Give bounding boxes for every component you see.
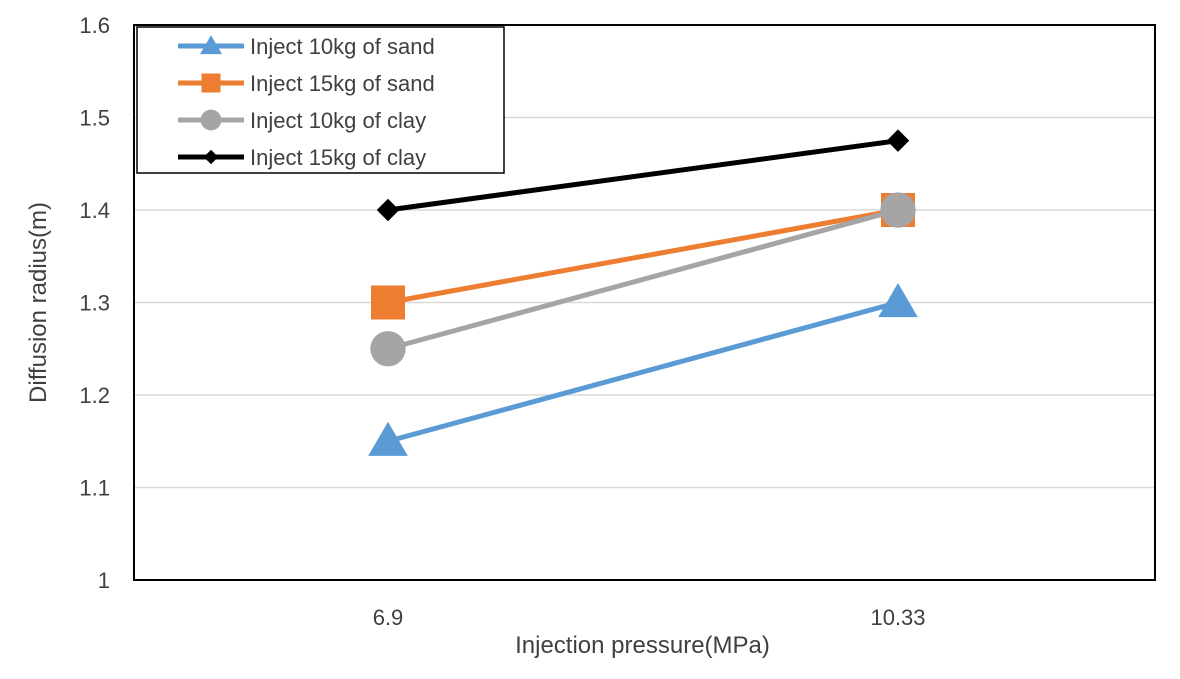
data-point-marker [371, 286, 405, 320]
y-tick-label: 1.2 [79, 383, 110, 408]
data-point-marker [887, 129, 909, 151]
legend-swatch-marker [202, 74, 221, 93]
data-point-marker [377, 199, 399, 221]
series-line-3 [388, 210, 898, 349]
y-tick-label: 1.3 [79, 291, 110, 316]
data-point-marker [370, 331, 405, 366]
legend: Inject 10kg of sand Inject 15kg of sand In… [137, 27, 504, 173]
data-point-marker [880, 192, 915, 227]
legend-entry-label: Inject 10kg of sand [250, 34, 435, 59]
series-lines [388, 141, 898, 442]
y-tick-label: 1 [98, 568, 110, 593]
data-point-marker [878, 283, 918, 317]
y-tick-label: 1.5 [79, 106, 110, 131]
y-tick-label: 1.1 [79, 476, 110, 501]
series-line-1 [388, 303, 898, 442]
y-tick-label: 1.6 [79, 13, 110, 38]
legend-swatch-marker [201, 110, 222, 131]
y-tick-label: 1.4 [79, 198, 110, 223]
legend-entry-label: Inject 15kg of clay [250, 145, 426, 170]
y-axis-ticks: 1 1.1 1.2 1.3 1.4 1.5 1.6 [79, 13, 110, 593]
x-axis-ticks: 6.9 10.33 [373, 605, 926, 630]
series-line-2 [388, 210, 898, 303]
legend-entry-label: Inject 15kg of sand [250, 71, 435, 96]
x-tick-label: 10.33 [870, 605, 925, 630]
legend-entry-label: Inject 10kg of clay [250, 108, 426, 133]
x-axis-title: Injection pressure(MPa) [515, 632, 770, 659]
y-axis-title: Diffusion radius(m) [25, 202, 52, 403]
x-tick-label: 6.9 [373, 605, 404, 630]
